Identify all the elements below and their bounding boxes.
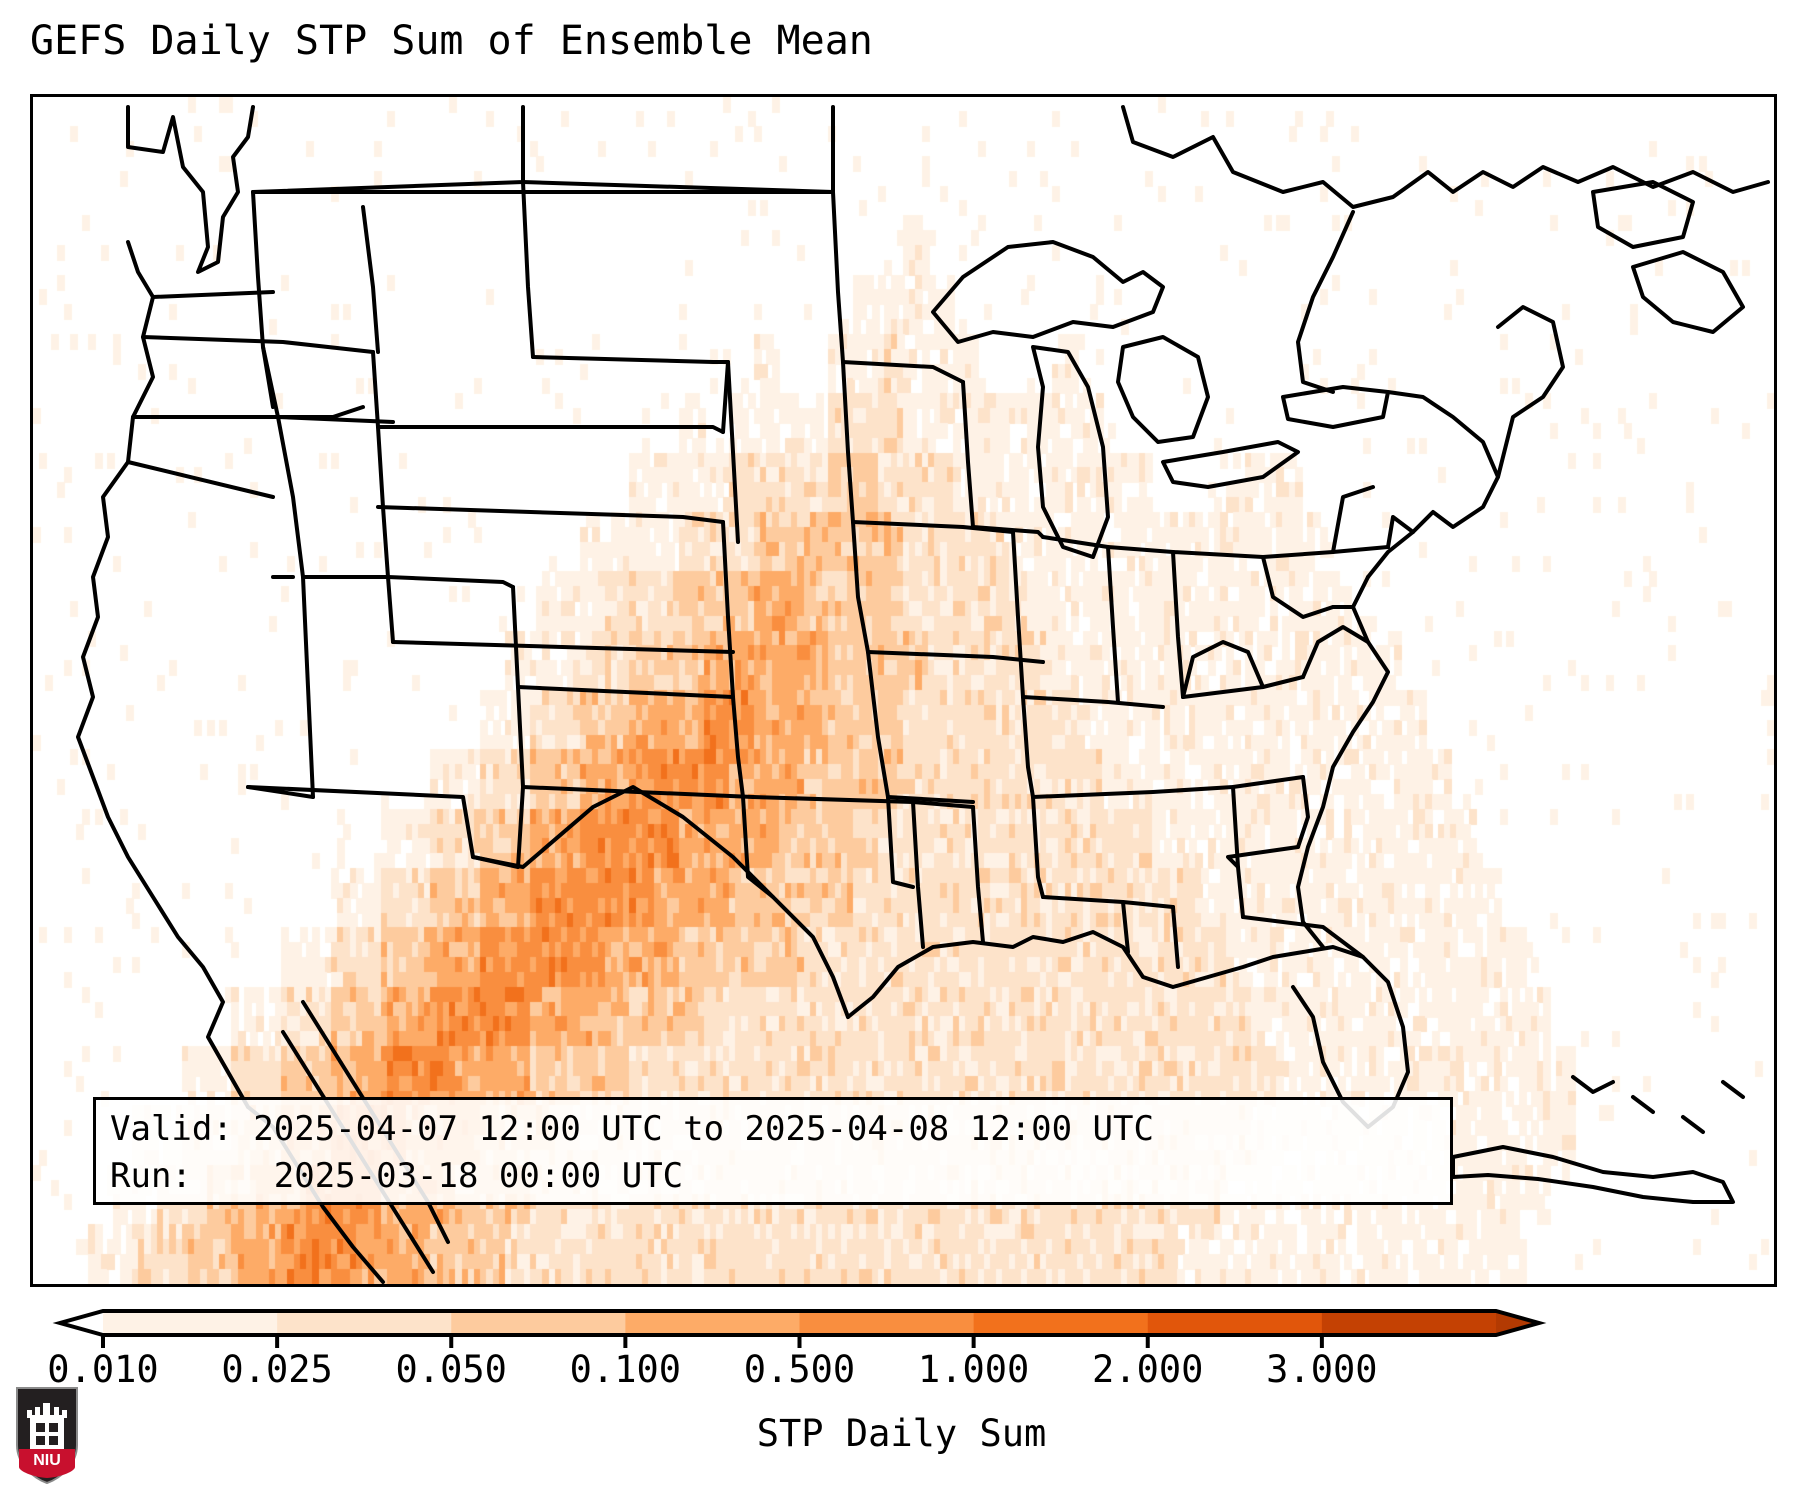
colorbar-tick-labels: 0.010 0.025 0.050 0.100 0.500 1.000 2.000 3.000: [0, 1348, 1803, 1396]
colorbar-bin-3: [625, 1311, 801, 1335]
colorbar-ticks: [101, 1335, 1324, 1348]
colorbar-bin-2: [451, 1311, 626, 1335]
niu-banner-text: NIU: [33, 1452, 61, 1469]
colorbar-under-arrow: [60, 1311, 103, 1335]
colorbar-over-arrow: [1496, 1311, 1539, 1335]
info-box: Valid: 2025-04-07 12:00 UTC to 2025-04-0…: [93, 1097, 1453, 1205]
colorbar-bin-5: [973, 1311, 1149, 1335]
colorbar-outline: [52, 1309, 1547, 1337]
colorbar-bin-0: [103, 1311, 278, 1335]
colorbar-tick-label-1: 0.025: [221, 1348, 333, 1391]
niu-banner: [19, 1449, 75, 1478]
colorbar-axis-label: STP Daily Sum: [756, 1412, 1047, 1455]
colorbar-bin-6: [1147, 1311, 1323, 1335]
colorbar-bin-7: [1321, 1311, 1497, 1335]
colorbar-bin-1: [277, 1311, 452, 1335]
colorbar[interactable]: [0, 1300, 1803, 1348]
castle-windows: [36, 1423, 58, 1445]
colorbar-tick-label-6: 2.000: [1092, 1348, 1204, 1391]
colorbar-tick-label-0: 0.010: [47, 1348, 159, 1391]
colorbar-tick-label-7: 3.000: [1266, 1348, 1378, 1391]
colorbar-tick-label-2: 0.050: [395, 1348, 507, 1391]
colorbar-border: [52, 1309, 1547, 1337]
colorbar-tick-label-5: 1.000: [917, 1348, 1030, 1391]
colorbar-svg[interactable]: [0, 1300, 1803, 1348]
colorbar-bins: [60, 1311, 1539, 1335]
page-title: GEFS Daily STP Sum of Ensemble Mean: [30, 18, 873, 64]
niu-logo: NIU: [16, 1387, 78, 1485]
castle-icon: [27, 1403, 67, 1449]
valid-time-line: Valid: 2025-04-07 12:00 UTC to 2025-04-0…: [110, 1109, 1154, 1149]
colorbar-tick-label-4: 0.500: [743, 1348, 856, 1391]
colorbar-tick-label-3: 0.100: [569, 1348, 682, 1391]
map-panel: Valid: 2025-04-07 12:00 UTC to 2025-04-0…: [30, 94, 1777, 1287]
colorbar-bin-4: [799, 1311, 975, 1335]
run-time-line: Run: 2025-03-18 00:00 UTC: [110, 1156, 684, 1196]
